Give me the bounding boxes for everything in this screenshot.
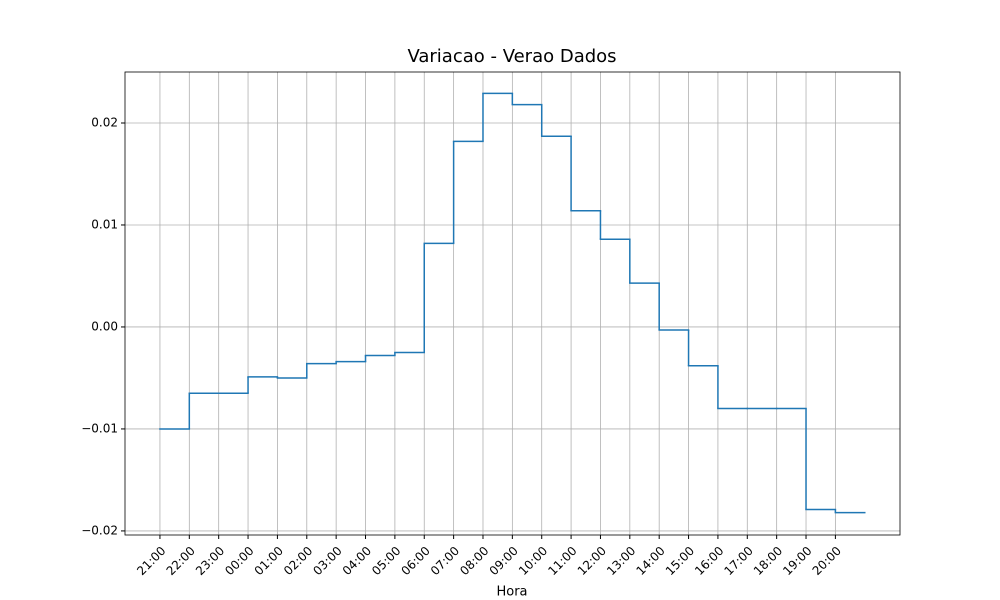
y-tick-label: 0.00 <box>91 319 118 333</box>
x-tick-label: 19:00 <box>780 544 814 578</box>
y-tick-label: 0.02 <box>91 115 118 129</box>
x-tick-label: 05:00 <box>369 544 403 578</box>
y-tick-label: −0.02 <box>81 523 118 537</box>
x-tick-label: 00:00 <box>222 544 256 578</box>
x-tick-label: 18:00 <box>751 544 785 578</box>
x-tick-label: 08:00 <box>457 544 491 578</box>
x-tick-label: 02:00 <box>281 544 315 578</box>
x-tick-label: 21:00 <box>134 544 168 578</box>
x-tick-label: 10:00 <box>516 544 550 578</box>
x-tick-label: 12:00 <box>575 544 609 578</box>
x-tick-label: 23:00 <box>193 544 227 578</box>
chart-title: Variacao - Verao Dados <box>407 46 616 67</box>
y-tick-label: −0.01 <box>81 421 118 435</box>
x-tick-label: 16:00 <box>692 544 726 578</box>
x-axis-label: Hora <box>496 585 527 600</box>
x-tick-label: 15:00 <box>663 544 697 578</box>
x-tick-label: 04:00 <box>340 544 374 578</box>
x-tick-label: 22:00 <box>164 544 198 578</box>
x-tick-label: 07:00 <box>428 544 462 578</box>
x-tick-label: 11:00 <box>545 544 579 578</box>
x-tick-label: 20:00 <box>810 544 844 578</box>
x-tick-label: 06:00 <box>398 544 432 578</box>
x-tick-label: 13:00 <box>604 544 638 578</box>
x-tick-label: 14:00 <box>633 544 667 578</box>
x-tick-label: 09:00 <box>487 544 521 578</box>
x-tick-label: 17:00 <box>722 544 756 578</box>
x-tick-label: 03:00 <box>310 544 344 578</box>
plot-frame <box>124 71 901 536</box>
x-tick-label: 01:00 <box>252 544 286 578</box>
y-tick-label: 0.01 <box>91 217 118 231</box>
